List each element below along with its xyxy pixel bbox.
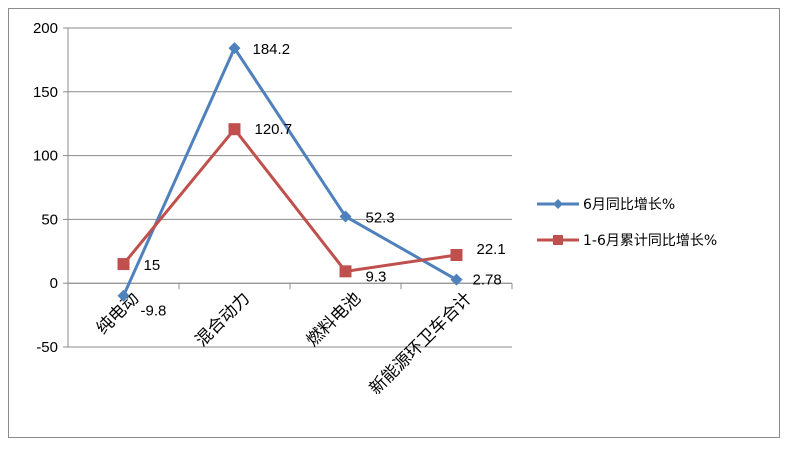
y-tick-label: -50: [36, 339, 58, 356]
data-point-marker: [117, 258, 130, 271]
x-tick-label: 混合动力: [192, 289, 254, 351]
data-point-marker: [228, 42, 241, 55]
data-point-marker: [339, 265, 352, 278]
y-tick-label: 0: [50, 275, 58, 292]
data-label: 15: [144, 257, 161, 274]
chart-frame: [8, 8, 780, 438]
data-point-marker: [228, 123, 241, 136]
x-tick-label: 燃料电池: [303, 289, 365, 351]
y-tick-label: 200: [33, 20, 58, 37]
data-point-marker: [450, 273, 463, 286]
data-label: 120.7: [255, 121, 293, 138]
data-point-marker: [117, 289, 130, 302]
data-label: 184.2: [253, 41, 291, 58]
legend-label: 6月同比增长%: [583, 197, 675, 213]
data-label: -9.8: [141, 303, 167, 320]
legend-label: 1-6月累计同比增长%: [583, 233, 717, 249]
series-line: [122, 127, 457, 273]
series-line: [122, 46, 458, 297]
data-label: 2.78: [473, 272, 502, 289]
y-tick-label: 100: [33, 148, 58, 165]
data-label: 9.3: [366, 268, 387, 285]
data-point-marker: [339, 210, 352, 223]
y-tick-label: 50: [41, 211, 58, 228]
data-label: 22.1: [477, 241, 506, 258]
data-point-marker: [450, 249, 463, 262]
data-label: 52.3: [366, 209, 395, 226]
y-tick-label: 150: [33, 84, 58, 101]
x-tick-label: 新能源环卫车合计: [366, 289, 476, 399]
legend-marker: [553, 199, 563, 209]
legend-marker: [553, 235, 563, 245]
